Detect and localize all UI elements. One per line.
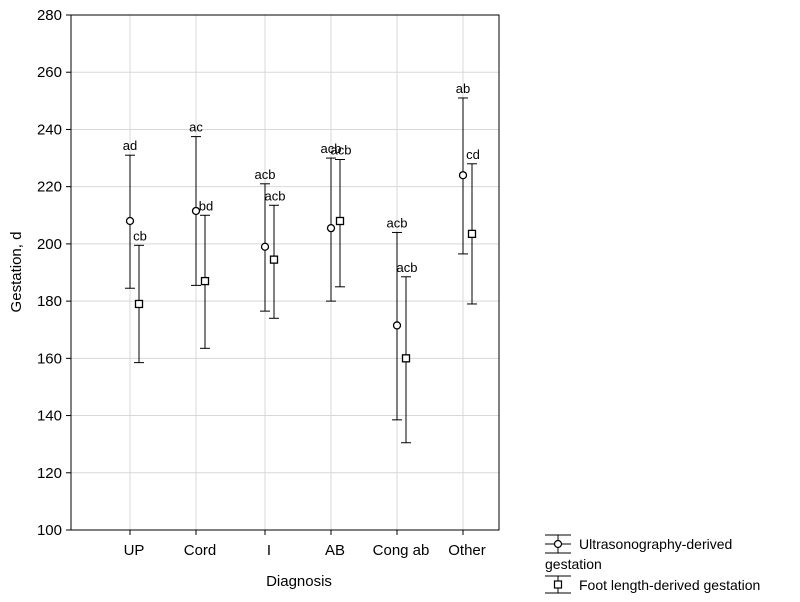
y-tick-label: 140 [37, 408, 62, 425]
group-letter-label: ab [456, 81, 470, 96]
y-tick-label: 200 [37, 236, 62, 253]
plot-frame [70, 14, 500, 531]
mean-point-square [134, 299, 144, 309]
mean-point-circle [260, 242, 270, 251]
x-tick-label: Cong ab [373, 542, 430, 559]
x-tick-label: Other [448, 542, 486, 559]
group-letter-label: acb [387, 215, 408, 230]
mean-point-circle [326, 224, 336, 233]
y-axis-label: Gestation, d [8, 232, 25, 313]
legend: Ultrasonography-derived gestation Foot le… [545, 534, 760, 594]
x-tick-label: AB [325, 542, 345, 559]
y-tick-label: 180 [37, 293, 62, 310]
axis-ticks: 100 120 140 160 180 200 220 240 260 280 UP Cord I AB C… [37, 7, 486, 559]
group-letter-label: acb [397, 260, 418, 275]
y-tick-label: 100 [37, 522, 62, 539]
mean-point-square [335, 216, 345, 226]
mean-point-square [200, 276, 210, 286]
y-tick-label: 280 [37, 7, 62, 24]
y-tick-label: 240 [37, 121, 62, 138]
grid-lines [71, 15, 499, 530]
group-letter-label: acb [255, 167, 276, 182]
mean-point-circle [458, 171, 468, 180]
x-tick-label: UP [124, 542, 145, 559]
y-tick-label: 120 [37, 465, 62, 482]
legend-item-foot-length: Foot length-derived gestation [545, 575, 760, 594]
mean-point-circle [125, 216, 135, 226]
legend-circle-marker [553, 539, 563, 549]
legend-item-ultrasonography: Ultrasonography-derived gestation [545, 534, 732, 572]
y-tick-label: 220 [37, 179, 62, 196]
group-letter-label: cd [466, 147, 480, 162]
legend-label-ultrasonography: Ultrasonography-derived gestation [545, 536, 732, 572]
mean-point-square [401, 354, 411, 363]
mean-point-square [467, 229, 477, 239]
y-tick-label: 260 [37, 64, 62, 81]
mean-point-circle [191, 206, 201, 216]
group-letter-label: acb [265, 188, 286, 203]
y-tick-label: 160 [37, 350, 62, 367]
x-tick-label: Cord [184, 542, 217, 559]
x-axis-label: Diagnosis [266, 573, 332, 590]
group-letter-label: ad [123, 138, 137, 153]
group-letter-label: bd [199, 198, 213, 213]
x-tick-label: I [267, 542, 271, 559]
legend-label-foot-length: Foot length-derived gestation [579, 577, 760, 593]
group-letter-label: ac [189, 120, 203, 135]
group-letter-label: cb [133, 228, 147, 243]
group-letter-label: acb [331, 142, 352, 157]
mean-point-square [269, 255, 279, 264]
legend-square-marker [553, 580, 563, 589]
group-letter-label: acb [321, 141, 342, 156]
mean-point-circle [392, 321, 402, 330]
